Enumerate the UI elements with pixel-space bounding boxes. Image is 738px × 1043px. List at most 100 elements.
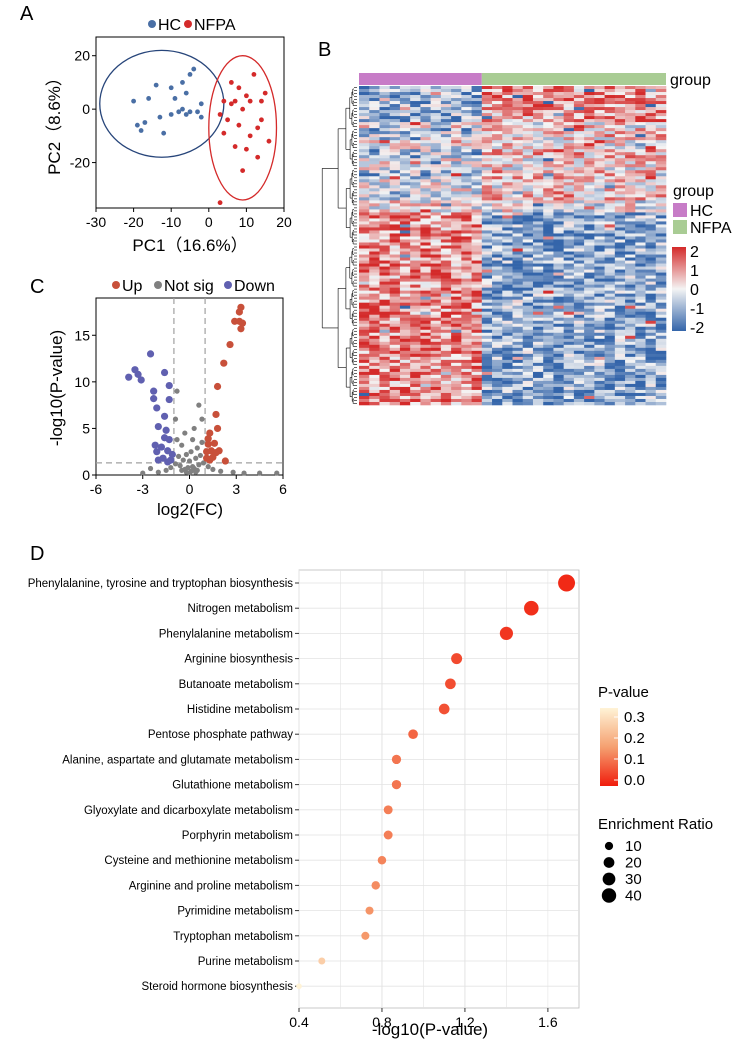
legend-hc-label: HC — [158, 17, 181, 34]
heatmap-cell — [359, 293, 370, 297]
heatmap-cell — [512, 149, 524, 153]
heatmap-cell — [655, 89, 667, 93]
heatmap-cell — [481, 254, 493, 258]
heatmap-cell — [635, 317, 646, 322]
heatmap-cell — [512, 332, 524, 337]
heatmap-cell — [543, 260, 554, 264]
heatmap-cell — [481, 386, 493, 391]
heatmap-cell — [553, 224, 564, 228]
heatmap-cell — [573, 338, 585, 343]
heatmap-cell — [625, 158, 636, 162]
pca-point-hc — [161, 130, 167, 136]
heatmap-cell — [522, 221, 534, 225]
heatmap-cell — [655, 362, 667, 367]
heatmap-cell — [532, 311, 544, 316]
heatmap-cell — [492, 284, 503, 288]
heatmap-cell — [532, 329, 544, 334]
heatmap-cell — [604, 266, 616, 270]
heatmap-cell — [522, 134, 534, 138]
heatmap-cell — [492, 119, 503, 123]
heatmap-cell — [604, 104, 616, 108]
heatmap-cell — [614, 170, 626, 174]
heatmap-cell — [410, 365, 421, 370]
heatmap-cell — [532, 314, 544, 319]
heatmap-cell — [389, 254, 401, 258]
heatmap-cell — [594, 227, 605, 231]
heatmap-cell — [645, 302, 657, 306]
heatmap-cell — [502, 401, 513, 406]
heatmap-cell — [502, 212, 513, 216]
heatmap-cell — [399, 95, 411, 99]
heatmap-cell — [440, 269, 452, 273]
heatmap-cell — [645, 185, 657, 189]
heatmap-cell — [573, 191, 585, 195]
heatmap-cell — [379, 323, 390, 328]
heatmap-cell — [430, 116, 442, 120]
heatmap-cell — [522, 377, 534, 382]
heatmap-cell — [471, 155, 483, 159]
heatmap-cell — [481, 308, 493, 313]
heatmap-cell — [604, 164, 616, 168]
heatmap-cell — [502, 224, 513, 228]
heatmap-cell — [553, 113, 564, 117]
heatmap-cell — [471, 110, 483, 114]
heatmap-cell — [522, 284, 534, 288]
heatmap-cell — [584, 245, 595, 249]
heatmap-cell — [655, 92, 667, 96]
heatmap-cell — [399, 269, 411, 273]
heatmap-cell — [502, 110, 513, 114]
heatmap-cell — [594, 338, 605, 343]
heatmap-cell — [369, 173, 380, 177]
heatmap-cell — [492, 347, 503, 352]
heatmap-cell — [543, 218, 554, 222]
pca-x-tick-label: -30 — [86, 214, 106, 230]
heatmap-cell — [410, 155, 421, 159]
heatmap-cell — [440, 185, 452, 189]
heatmap-cell — [614, 239, 626, 243]
heatmap-cell — [553, 299, 564, 303]
heatmap-cell — [471, 140, 483, 144]
heatmap-cell — [573, 362, 585, 367]
heatmap-cell — [573, 215, 585, 219]
heatmap-cell — [655, 392, 667, 397]
heatmap-cell — [410, 314, 421, 319]
heatmap-cell — [502, 320, 513, 325]
heatmap-cell — [553, 221, 564, 225]
heatmap-cell — [369, 245, 380, 249]
heatmap-cell — [635, 308, 646, 313]
heatmap-cell — [359, 329, 370, 334]
heatmap-scale-tick-label: -2 — [690, 320, 704, 337]
heatmap-cell — [399, 248, 411, 252]
heatmap-cell — [461, 353, 472, 358]
volcano-x-tick-label: -6 — [90, 481, 103, 497]
pca-point-hc — [172, 96, 178, 101]
heatmap-cell — [359, 224, 370, 228]
heatmap-cell — [399, 146, 411, 150]
heatmap-cell — [461, 392, 472, 397]
heatmap-cell — [635, 197, 646, 201]
heatmap-cell — [584, 167, 595, 171]
heatmap-cell — [440, 257, 452, 261]
heatmap-cell — [369, 314, 380, 319]
heatmap-cell — [635, 398, 646, 403]
heatmap-cell — [399, 365, 411, 370]
heatmap-cell — [379, 140, 390, 144]
heatmap-cell — [410, 353, 421, 358]
heatmap-cell — [440, 86, 452, 90]
pca-point-hc — [180, 106, 185, 112]
heatmap-cell — [625, 185, 636, 189]
heatmap-cell — [461, 281, 472, 285]
heatmap-cell — [614, 380, 626, 385]
heatmap-cell — [420, 245, 431, 249]
heatmap-cell — [532, 194, 544, 198]
heatmap-cell — [481, 266, 493, 270]
heatmap-cell — [399, 89, 411, 93]
heatmap-cell — [420, 218, 431, 222]
heatmap-cell — [430, 176, 442, 180]
heatmap-cell — [625, 134, 636, 138]
heatmap-cell — [635, 143, 646, 147]
heatmap-cell — [543, 185, 554, 189]
heatmap-cell — [451, 134, 462, 138]
heatmap-cell — [604, 101, 616, 105]
heatmap-cell — [625, 269, 636, 273]
